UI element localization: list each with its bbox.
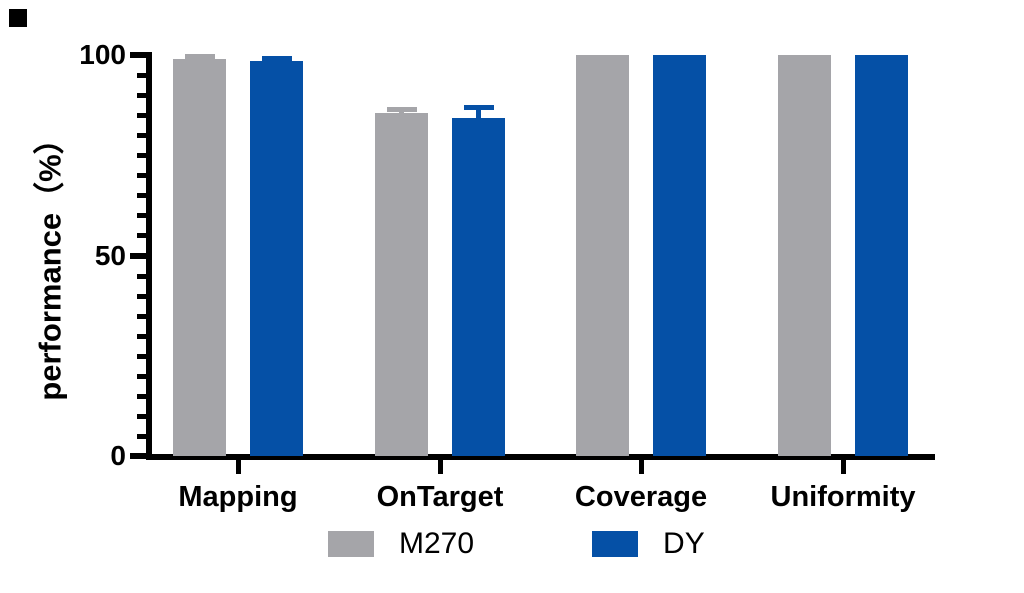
x-category-tick	[841, 460, 846, 474]
y-minor-tick	[137, 93, 152, 99]
y-major-tick	[130, 52, 152, 58]
bar-m270-mapping	[173, 58, 226, 456]
y-minor-tick	[137, 213, 152, 219]
error-bar-cap	[261, 56, 292, 62]
y-minor-tick	[137, 233, 152, 239]
y-tick-label: 50	[94, 239, 126, 271]
y-minor-tick	[137, 353, 152, 359]
y-minor-tick	[137, 273, 152, 279]
bar-dy-uniformity	[855, 55, 908, 456]
y-minor-tick	[137, 133, 152, 139]
y-minor-tick	[137, 173, 152, 179]
legend-item-dy: DY	[592, 527, 705, 560]
y-minor-tick	[137, 333, 152, 339]
legend-label-m270: M270	[399, 527, 475, 560]
y-minor-tick	[137, 373, 152, 379]
y-major-tick	[130, 453, 152, 459]
y-minor-tick	[137, 73, 152, 79]
x-category-label: Mapping	[178, 481, 298, 513]
legend-item-m270: M270	[328, 527, 475, 560]
corner-marker	[9, 9, 27, 27]
bar-m270-uniformity	[778, 55, 831, 456]
x-category-tick	[236, 460, 241, 474]
legend-label-dy: DY	[663, 527, 705, 560]
y-minor-tick	[137, 293, 152, 299]
y-minor-tick	[137, 153, 152, 159]
y-minor-tick	[137, 193, 152, 199]
bar-m270-coverage	[576, 55, 629, 456]
y-major-tick	[130, 252, 152, 259]
y-tick-label: 0	[110, 440, 126, 471]
error-bar-cap	[184, 53, 215, 59]
x-category-label: OnTarget	[376, 481, 504, 513]
bar-dy-ontarget	[452, 117, 505, 456]
legend: M270 DY	[328, 527, 705, 560]
x-category-label: Uniformity	[770, 481, 916, 513]
y-minor-tick	[137, 113, 152, 119]
error-bar-cap	[463, 104, 494, 110]
legend-swatch-m270	[328, 531, 374, 557]
bar-m270-ontarget	[375, 112, 428, 456]
y-minor-tick	[137, 393, 152, 399]
y-tick-label: 100	[79, 39, 126, 70]
error-bar-cap	[386, 107, 417, 113]
y-minor-tick	[137, 433, 152, 439]
x-category-tick	[639, 460, 644, 474]
bar-dy-mapping	[250, 60, 303, 456]
error-bar-stem	[476, 106, 481, 122]
y-minor-tick	[137, 413, 152, 419]
y-minor-tick	[137, 313, 152, 319]
x-axis-line	[146, 454, 935, 460]
x-category-label: Coverage	[574, 481, 708, 513]
x-category-tick	[438, 460, 443, 474]
legend-swatch-dy	[592, 531, 639, 557]
bar-dy-coverage	[653, 55, 706, 456]
